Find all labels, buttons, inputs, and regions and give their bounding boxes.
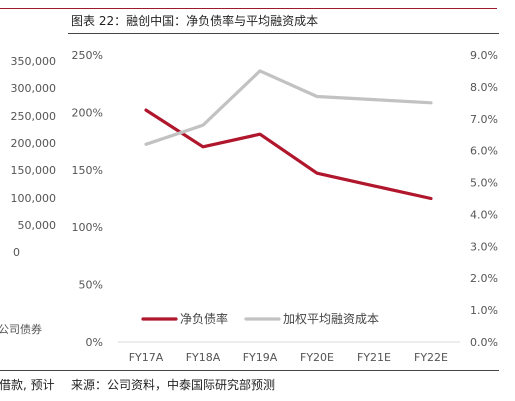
top-rule	[0, 8, 497, 9]
y-left-tick-label: 0%	[86, 336, 103, 349]
y-right-tick-label: 7.0%	[470, 113, 498, 126]
x-tick-label: FY21E	[357, 351, 391, 364]
y-right-tick-label: 8.0%	[470, 81, 498, 94]
legend-net-debt-label: 净负债率	[180, 311, 228, 326]
y-left-tick-label: 150%	[72, 164, 103, 177]
fragment-tick-label: 150,000	[10, 164, 57, 177]
series-line-net-debt	[144, 108, 433, 201]
y-left-tick-label: 200%	[72, 106, 103, 119]
fragment-tick-label: 100,000	[10, 192, 57, 205]
x-tick-label: FY22E	[414, 351, 448, 364]
x-tick-label: FY19A	[243, 351, 278, 364]
fragment-tick-label: 50,000	[17, 219, 57, 232]
y-right-tick-label: 5.0%	[470, 177, 498, 190]
y-left-tick-label: 50%	[79, 279, 103, 292]
legend-financing-cost-label: 加权平均融资成本	[283, 312, 379, 326]
x-tick-label: FY17A	[129, 351, 164, 364]
fragment-footer-text: 借款, 预计	[0, 378, 55, 392]
fragment-tick-label: 300,000	[10, 82, 57, 95]
y-right-tick-label: 4.0%	[470, 208, 498, 221]
y-right-tick-label: 6.0%	[470, 145, 498, 158]
y-right-tick-label: 2.0%	[470, 272, 498, 285]
footer-rule	[0, 370, 499, 371]
fragment-tick-label: 250,000	[10, 110, 57, 123]
y-right-tick-label: 1.0%	[470, 304, 498, 317]
series-line-financing-cost	[144, 69, 433, 146]
adjacent-chart-fragment: 350,000 300,000 250,000 200,000 150,000 …	[0, 0, 62, 401]
x-tick-label: FY20E	[300, 351, 334, 364]
y-right-tick-label: 0.0%	[470, 336, 498, 349]
y-right-tick-label: 9.0%	[470, 49, 498, 62]
fragment-legend-text: 公司债券	[0, 323, 42, 336]
y-left-tick-label: 250%	[72, 49, 103, 62]
y-right-tick-label: 3.0%	[470, 240, 498, 253]
fragment-tick-label: 200,000	[10, 137, 57, 150]
fragment-tick-label: 0	[13, 246, 20, 259]
title-underline	[68, 33, 499, 34]
fragment-tick-label: 350,000	[10, 55, 57, 68]
source-note: 来源：公司资料，中泰国际研究部预测	[71, 378, 276, 392]
x-tick-label: FY18A	[186, 351, 221, 364]
y-left-tick-label: 100%	[72, 221, 103, 234]
figure-title: 图表 22：融创中国：净负债率与平均融资成本	[71, 14, 319, 28]
